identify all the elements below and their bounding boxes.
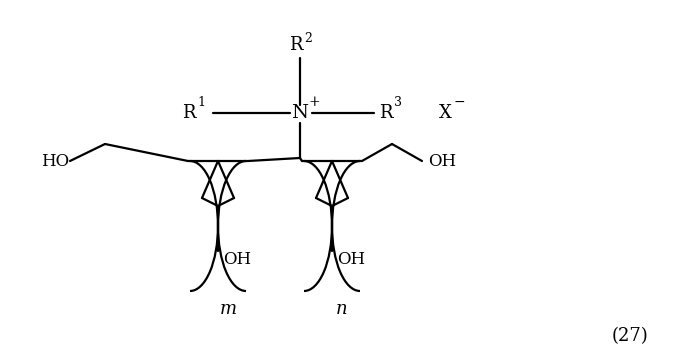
Text: OH: OH: [428, 152, 456, 170]
Text: OH: OH: [337, 251, 365, 268]
Text: 3: 3: [394, 96, 402, 109]
Text: R: R: [289, 36, 303, 54]
Text: (27): (27): [611, 327, 648, 345]
Text: m: m: [219, 300, 237, 318]
Text: HO: HO: [41, 152, 69, 170]
Text: N: N: [292, 104, 309, 122]
Text: 1: 1: [197, 96, 205, 109]
Text: X: X: [438, 104, 452, 122]
Text: R: R: [182, 104, 195, 122]
Text: R: R: [379, 104, 393, 122]
Text: OH: OH: [223, 251, 251, 268]
Text: −: −: [454, 95, 466, 109]
Text: +: +: [308, 95, 320, 109]
Text: 2: 2: [304, 32, 312, 45]
Text: n: n: [336, 300, 348, 318]
